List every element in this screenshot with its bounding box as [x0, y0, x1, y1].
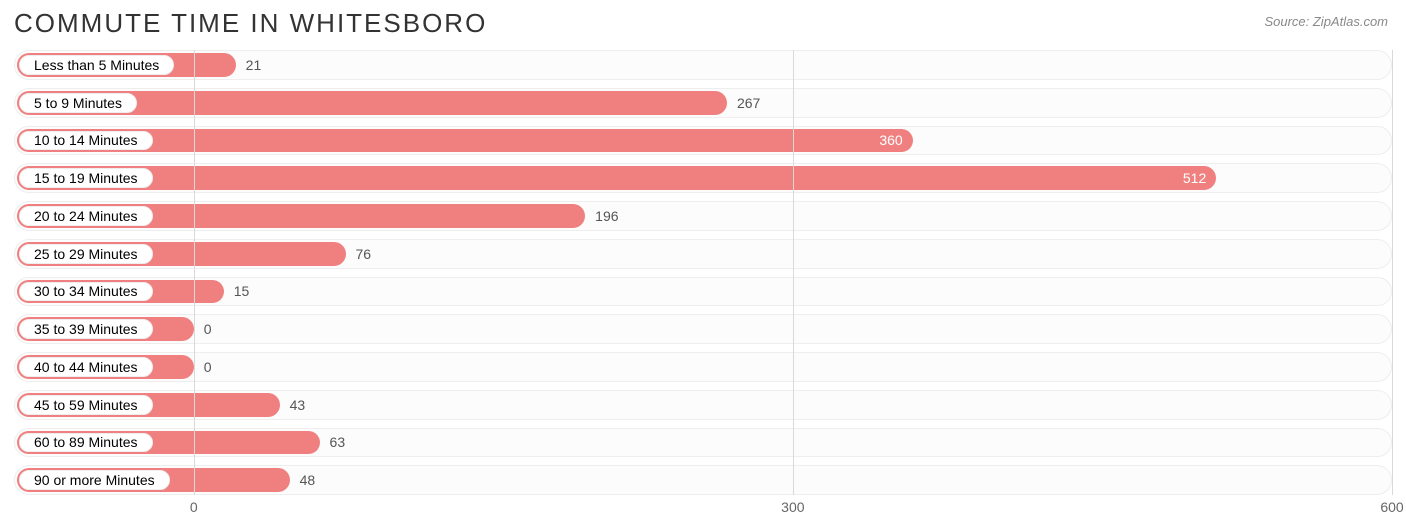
bar-row: 43 45 to 59 Minutes — [14, 390, 1392, 420]
x-tick-label: 300 — [781, 499, 804, 515]
bar-value: 15 — [224, 277, 250, 307]
category-label: 10 to 14 Minutes — [19, 131, 153, 151]
bar-value: 76 — [346, 239, 372, 269]
category-label: 30 to 34 Minutes — [19, 282, 153, 302]
bar-value: 267 — [727, 88, 760, 118]
category-label: 15 to 19 Minutes — [19, 168, 153, 188]
bar-value: 21 — [236, 50, 262, 80]
bar-value: 48 — [290, 465, 316, 495]
category-label: 5 to 9 Minutes — [19, 93, 137, 113]
bar-track — [14, 352, 1392, 382]
category-label: Less than 5 Minutes — [19, 55, 174, 75]
bar-row: 0 35 to 39 Minutes — [14, 314, 1392, 344]
bar-row: 196 20 to 24 Minutes — [14, 201, 1392, 231]
x-axis: 0300600 — [14, 499, 1392, 519]
bar-value: 0 — [194, 352, 212, 382]
category-label: 35 to 39 Minutes — [19, 319, 153, 339]
bar-row: 512 15 to 19 Minutes — [14, 163, 1392, 193]
category-label: 20 to 24 Minutes — [19, 206, 153, 226]
category-label: 40 to 44 Minutes — [19, 357, 153, 377]
bar-value: 512 — [1183, 170, 1206, 186]
category-label: 45 to 59 Minutes — [19, 395, 153, 415]
chart-plot-area: 21 Less than 5 Minutes 267 5 to 9 Minutes 36… — [14, 50, 1392, 495]
category-label: 90 or more Minutes — [19, 470, 170, 490]
gridline — [194, 50, 195, 495]
bar-row: 48 90 or more Minutes — [14, 465, 1392, 495]
bar-value: 196 — [585, 201, 618, 231]
bar-row: 15 30 to 34 Minutes — [14, 277, 1392, 307]
source-attribution: Source: ZipAtlas.com — [1264, 14, 1388, 29]
bar-row: 360 10 to 14 Minutes — [14, 126, 1392, 156]
bar-row: 63 60 to 89 Minutes — [14, 428, 1392, 458]
bar-value: 0 — [194, 314, 212, 344]
bar-fill: 512 — [17, 166, 1216, 190]
bar-row: 21 Less than 5 Minutes — [14, 50, 1392, 80]
bar-row: 267 5 to 9 Minutes — [14, 88, 1392, 118]
bars-container: 21 Less than 5 Minutes 267 5 to 9 Minutes 36… — [14, 50, 1392, 495]
x-tick-label: 600 — [1380, 499, 1403, 515]
category-label: 25 to 29 Minutes — [19, 244, 153, 264]
x-tick-label: 0 — [190, 499, 198, 515]
gridline — [1392, 50, 1393, 495]
bar-value: 360 — [879, 132, 902, 148]
gridline — [793, 50, 794, 495]
bar-track — [14, 314, 1392, 344]
chart-title: COMMUTE TIME IN WHITESBORO — [14, 8, 487, 39]
bar-row: 0 40 to 44 Minutes — [14, 352, 1392, 382]
category-label: 60 to 89 Minutes — [19, 433, 153, 453]
bar-value: 63 — [320, 428, 346, 458]
bar-row: 76 25 to 29 Minutes — [14, 239, 1392, 269]
bar-value: 43 — [280, 390, 306, 420]
